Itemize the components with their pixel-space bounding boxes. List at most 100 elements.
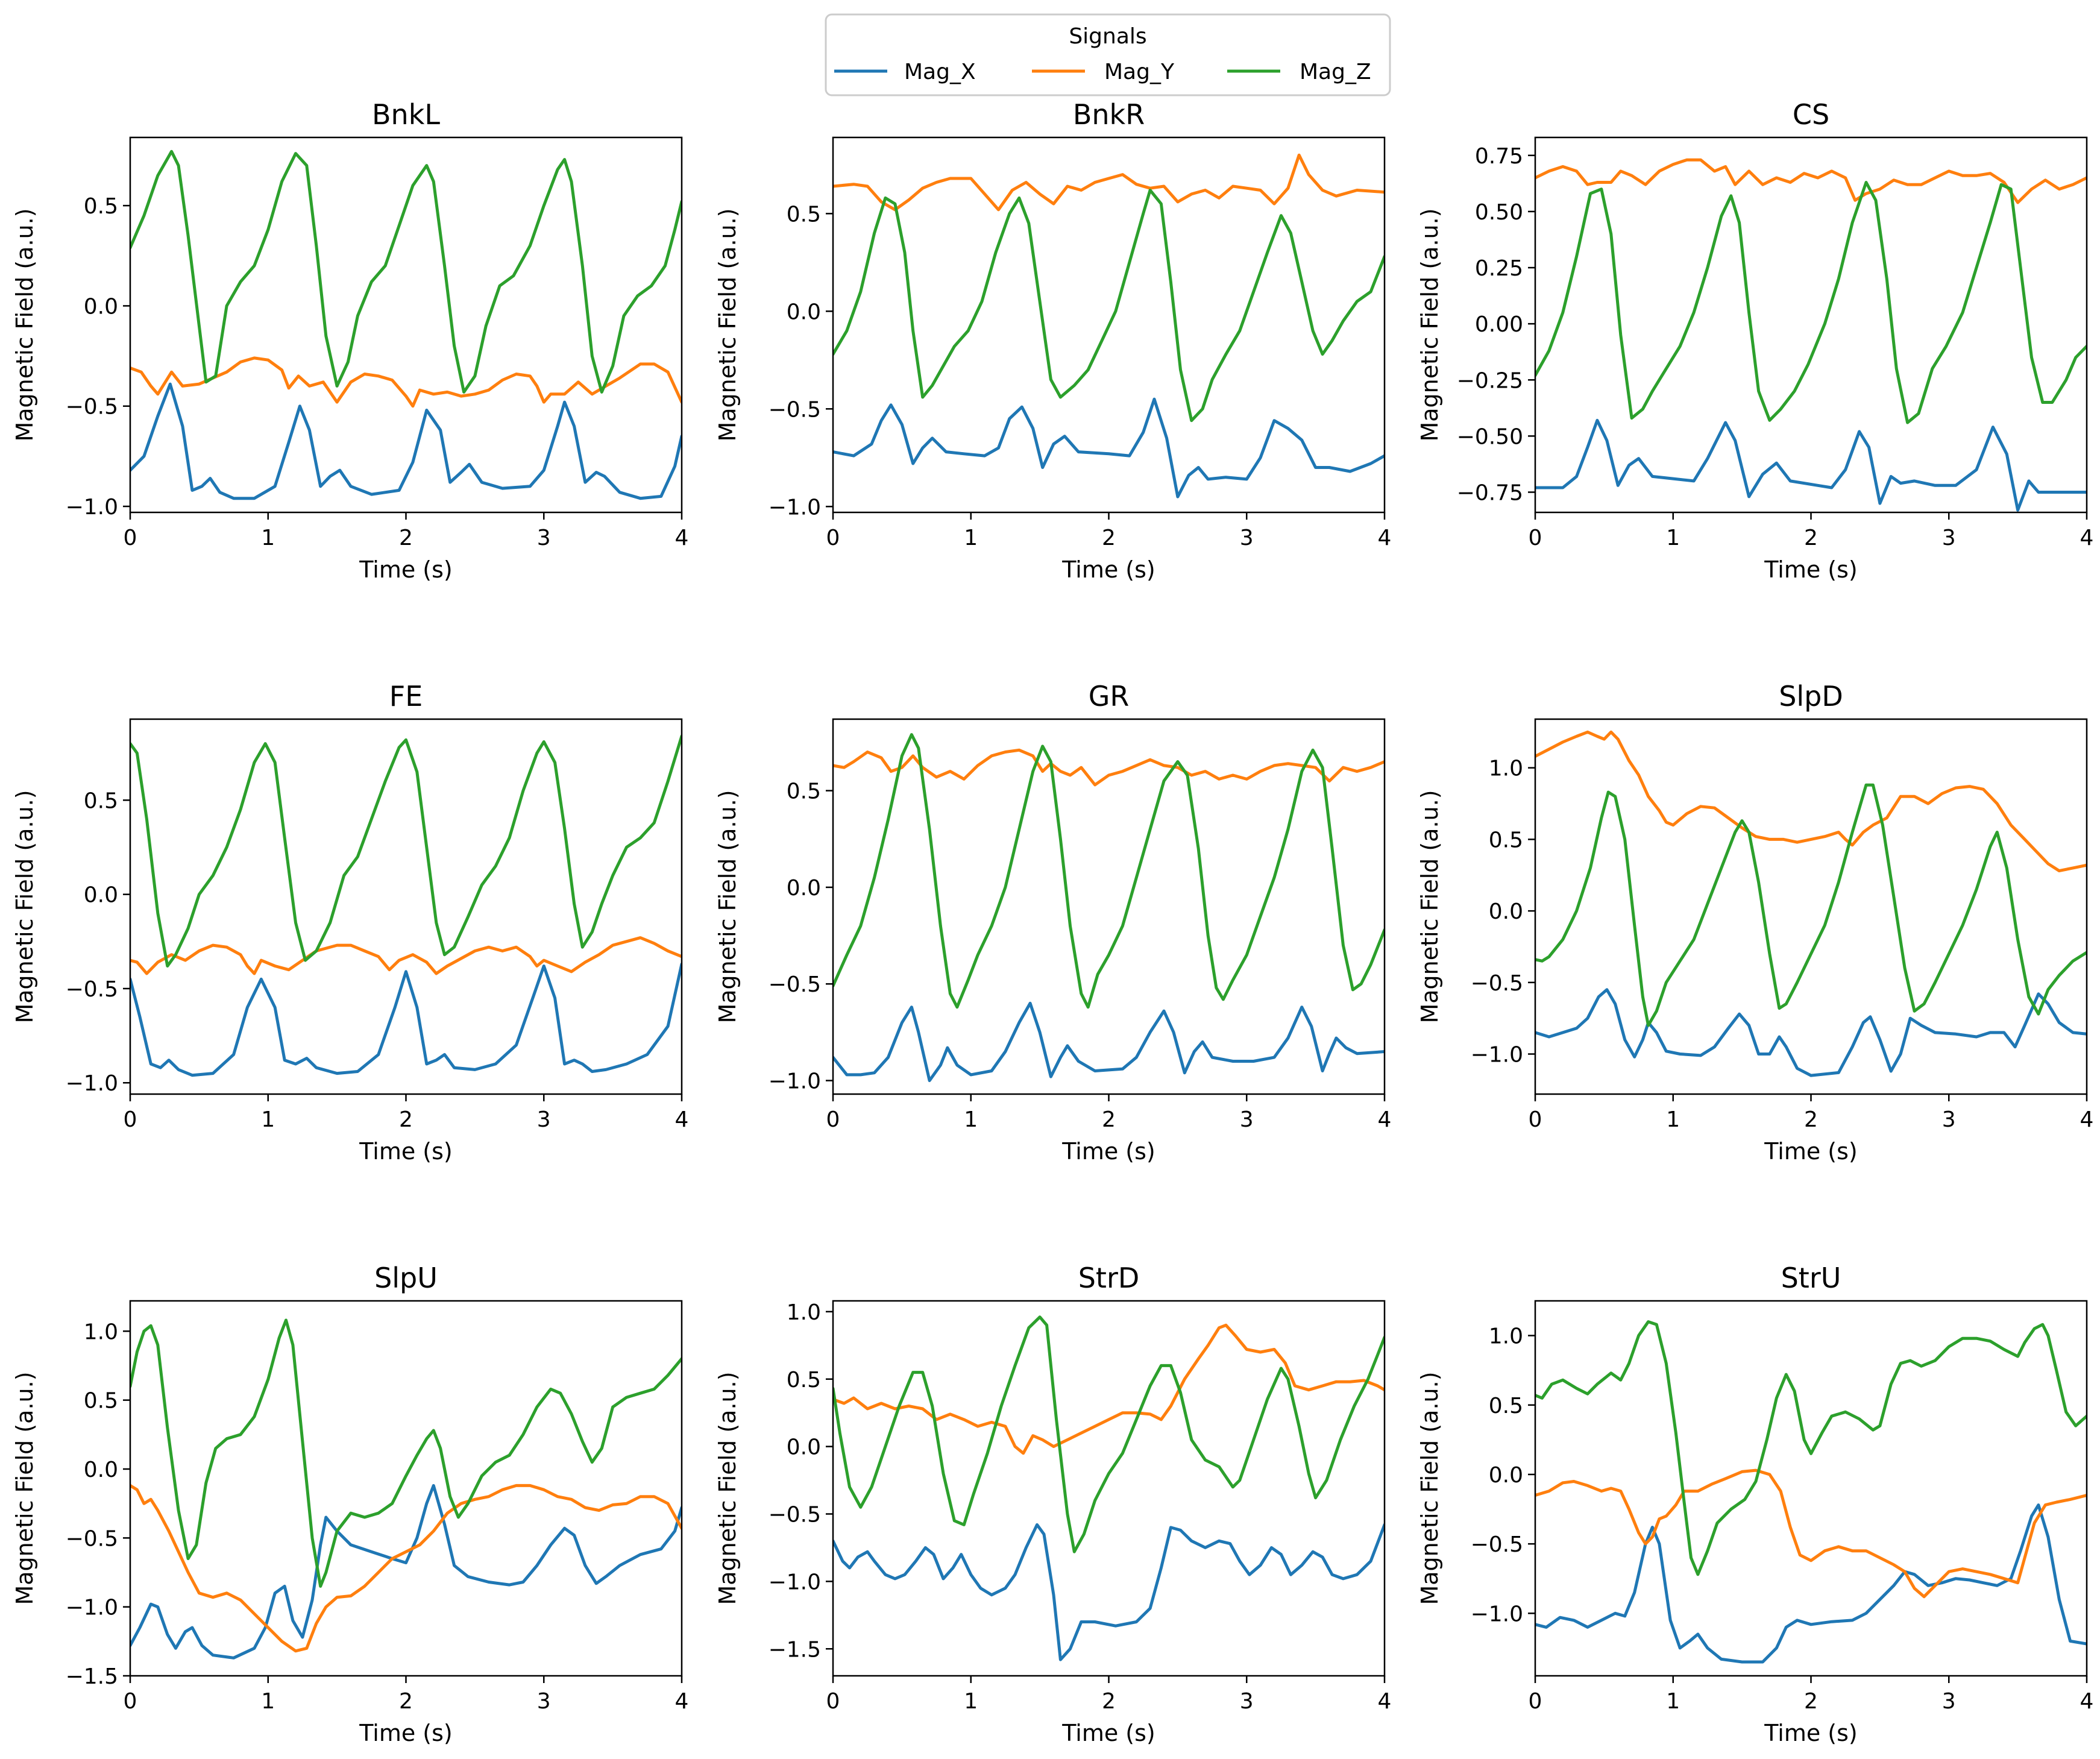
y-tick-label: −1.5 [769,1637,821,1662]
y-tick-label: −1.0 [769,1069,821,1094]
y-tick-label: −0.5 [769,397,821,422]
y-tick-label: 0.0 [1489,1463,1523,1488]
series-line-mag-z [833,1315,1385,1553]
x-tick-label: 0 [124,1107,137,1132]
subplot-bnkl: 0 1 2 3 4 −1.0 −0.5 0.0 0.5 BnkL Time (s) Magnetic … [11,98,688,583]
series-group-cs [1535,158,2087,512]
axes-frame-slpd [1534,718,2088,1095]
y-tick-label: −1.0 [66,1596,118,1620]
x-tick-label: 3 [537,1107,551,1132]
x-tick-label: 4 [1378,526,1392,550]
series-line-mag-y [130,936,682,975]
x-tick-label: 1 [964,1689,978,1714]
x-tick-label: 2 [1804,526,1818,550]
series-group-slpd [1535,730,2087,1077]
legend-label-mag-x: Mag_X [904,60,976,84]
y-tick-label: 1.0 [787,1300,821,1325]
y-axis-label: Magnetic Field (a.u.) [714,1371,741,1605]
subplot-bnkr: 0 1 2 3 4 −1.0 −0.5 0.0 0.5 BnkR Time (s) Magnetic … [714,98,1391,583]
series-line-mag-z [1535,783,2087,1027]
y-tick-label: 0.0 [84,883,118,908]
y-axis-label: Magnetic Field (a.u.) [1416,790,1443,1023]
y-tick-label: −1.0 [1471,1602,1523,1626]
subplot-cs: 0 1 2 3 4 −0.75 −0.50 −0.25 0.00 0.25 0.50 0.75 CS Ti… [1416,98,2093,583]
axes-frame-stru [1534,1300,2088,1677]
y-tick-label: −0.5 [66,395,118,420]
x-tick-label: 3 [1942,1689,1956,1714]
y-tick-label: −1.0 [66,495,118,520]
x-tick-label: 4 [675,526,689,550]
series-group-stru [1535,1320,2087,1664]
y-tick-label: 0.5 [84,1389,118,1414]
x-axis-label: Time (s) [1764,1720,1858,1746]
x-tick-label: 0 [826,1689,840,1714]
x-tick-label: 2 [1804,1689,1818,1714]
subplot-title-slpd: SlpD [1779,680,1843,713]
axes-frame-strd [832,1300,1386,1677]
y-tick-label: −1.0 [769,495,821,520]
x-tick-label: 2 [1102,526,1116,550]
x-tick-label: 0 [1529,526,1542,550]
y-tick-label: 0.0 [787,1435,821,1460]
y-tick-label: 0.0 [1489,899,1523,924]
series-line-mag-z [1535,1320,2087,1576]
subplot-fe: 0 1 2 3 4 −1.0 −0.5 0.0 0.5 FE Time (s) Magnetic Fi… [11,680,688,1165]
x-tick-label: 2 [399,526,413,550]
y-tick-label: −1.0 [769,1570,821,1594]
x-tick-label: 3 [537,526,551,550]
subplot-title-strd: StrD [1078,1262,1140,1294]
x-axis-label: Time (s) [1764,1138,1858,1165]
x-axis-label: Time (s) [1061,556,1155,583]
x-axis-label: Time (s) [359,1138,453,1165]
series-group-bnkl [130,149,682,500]
y-tick-label: −0.5 [66,1526,118,1551]
subplot-title-gr: GR [1089,680,1130,713]
series-line-mag-x [130,962,682,1077]
y-tick-label: 0.5 [84,194,118,219]
y-tick-label: −0.5 [769,1503,821,1528]
x-tick-label: 1 [261,1107,275,1132]
y-tick-label: 0.5 [84,788,118,813]
y-axis-label: Magnetic Field (a.u.) [11,1371,38,1605]
x-tick-label: 2 [1102,1107,1116,1132]
y-tick-label: 0.0 [84,1458,118,1482]
x-axis-label: Time (s) [1061,1138,1155,1165]
series-line-mag-x [833,397,1385,499]
legend-frame [825,13,1391,96]
legend-title: Signals [1069,24,1146,49]
series-line-mag-z [130,734,682,968]
series-line-mag-x [130,382,682,500]
y-tick-label: 0.5 [787,202,821,227]
series-line-mag-x [833,1523,1385,1661]
x-tick-label: 2 [1804,1107,1818,1132]
axes-frame-fe [129,718,683,1095]
subplot-stru: 0 1 2 3 4 −1.0 −0.5 0.0 0.5 1.0 StrU Time (s) Magnet… [1416,1262,2093,1746]
x-tick-label: 4 [2080,526,2094,550]
y-tick-label: 0.5 [1489,828,1523,852]
x-tick-label: 0 [1529,1107,1542,1132]
series-group-bnkr [833,153,1385,499]
series-line-mag-y [130,356,682,408]
x-tick-label: 0 [826,526,840,550]
x-tick-label: 0 [124,526,137,550]
series-line-mag-y [833,748,1385,787]
y-tick-label: −0.5 [66,977,118,1002]
y-tick-label: −0.75 [1457,480,1523,505]
series-line-mag-z [833,733,1385,1009]
y-tick-label: 0.0 [84,294,118,319]
subplot-title-bnkl: BnkL [372,98,440,131]
x-tick-label: 0 [124,1689,137,1714]
x-tick-label: 4 [675,1689,689,1714]
x-axis-label: Time (s) [1764,556,1858,583]
y-axis-label: Magnetic Field (a.u.) [1416,208,1443,441]
series-line-mag-z [130,149,682,394]
y-tick-label: −1.0 [1471,1043,1523,1068]
x-tick-label: 2 [399,1689,413,1714]
x-tick-label: 2 [399,1107,413,1132]
y-axis-label: Magnetic Field (a.u.) [1416,1371,1443,1605]
series-line-mag-y [833,1323,1385,1455]
x-tick-label: 1 [1666,526,1680,550]
subplot-gr: 0 1 2 3 4 −1.0 −0.5 0.0 0.5 GR Time (s) Magnetic Fi… [714,680,1391,1165]
series-line-mag-y [130,1484,682,1653]
x-tick-label: 3 [1240,1689,1254,1714]
